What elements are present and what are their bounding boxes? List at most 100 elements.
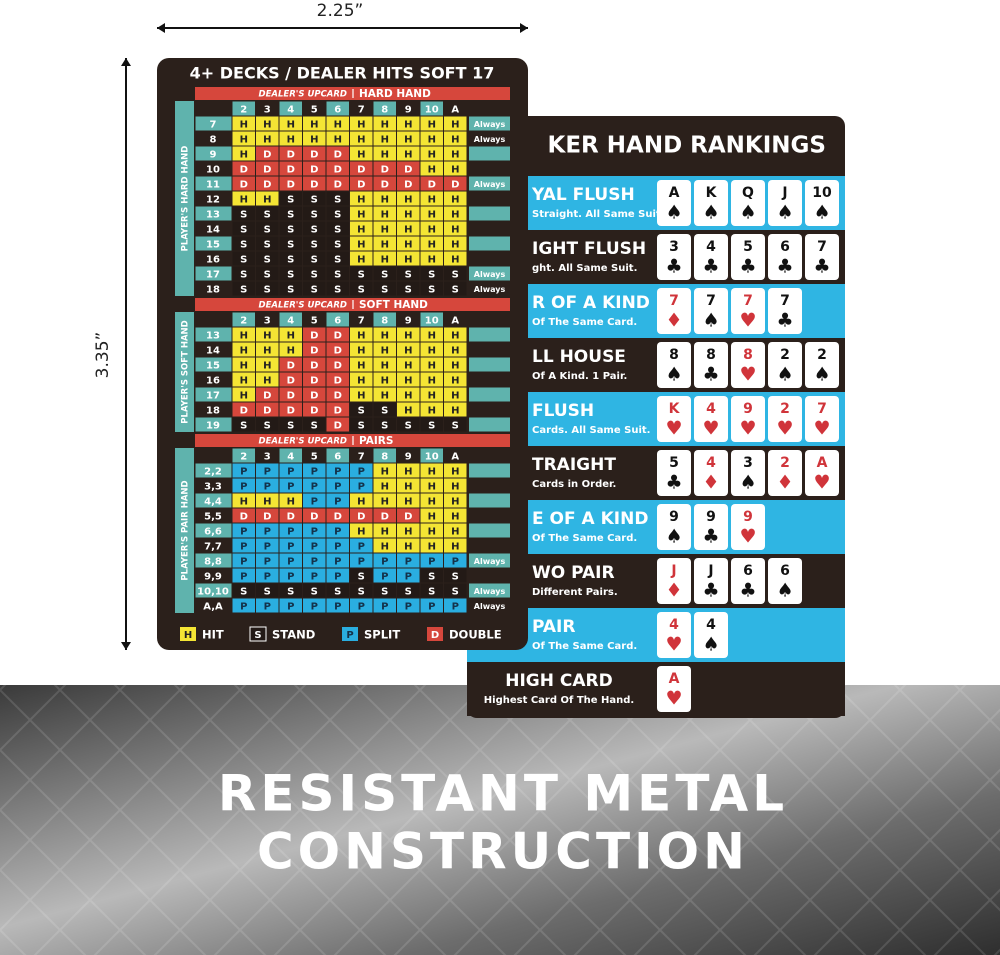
upcard: 7 <box>358 452 365 463</box>
row-label: 12 <box>206 195 220 206</box>
strategy-cell <box>279 357 302 372</box>
strategy-action: H <box>404 482 412 493</box>
upcard: A <box>451 452 459 463</box>
strategy-cell <box>256 463 279 478</box>
strategy-cell <box>397 176 420 191</box>
strategy-action: P <box>311 497 318 508</box>
strategy-cell <box>303 206 326 221</box>
strategy-cell <box>303 161 326 176</box>
row-label-cell <box>195 372 232 387</box>
row-label: 7,7 <box>204 542 222 553</box>
strategy-action: D <box>334 331 342 342</box>
strategy-cell <box>420 553 443 568</box>
strategy-action: S <box>358 572 365 583</box>
legend-label: DOUBLE <box>449 628 502 642</box>
row-note: Always <box>474 602 506 611</box>
strategy-action: H <box>451 120 459 131</box>
strategy-cell <box>326 206 349 221</box>
upcard-cell <box>279 312 302 327</box>
upcard-cell <box>303 312 326 327</box>
strategy-action: P <box>311 602 318 613</box>
strategy-cell <box>279 583 302 598</box>
strategy-cell <box>279 538 302 553</box>
strategy-action: D <box>263 150 271 161</box>
strategy-action: H <box>240 135 248 146</box>
strategy-action: S <box>311 270 318 281</box>
strategy-cell <box>279 342 302 357</box>
strategy-cell <box>232 146 255 161</box>
strategy-action: P <box>405 557 412 568</box>
hand-name: FLUSH <box>532 401 594 421</box>
strategy-cell <box>350 478 373 493</box>
strategy-cell <box>256 342 279 357</box>
upcard-cell <box>303 448 326 463</box>
row-note: Always <box>474 557 506 566</box>
upcard-cell <box>420 101 443 116</box>
strategy-action: H <box>381 225 389 236</box>
strategy-action: S <box>381 421 388 432</box>
strategy-action: P <box>334 602 341 613</box>
strategy-cell <box>444 387 467 402</box>
upcard: 6 <box>334 105 341 116</box>
strategy-action: P <box>452 602 459 613</box>
note-cell <box>469 327 510 342</box>
strategy-cell <box>420 161 443 176</box>
upcard: 8 <box>381 452 388 463</box>
strategy-action: D <box>240 165 248 176</box>
strategy-cell <box>397 508 420 523</box>
upcard-cell <box>256 101 279 116</box>
strategy-cell <box>279 493 302 508</box>
upcard: 10 <box>425 105 439 116</box>
strategy-cell <box>303 176 326 191</box>
upcard: 8 <box>381 105 388 116</box>
strategy-action: H <box>357 361 365 372</box>
card-rank: 2 <box>780 347 790 363</box>
strategy-action: D <box>263 180 271 191</box>
card-suit: ♠ <box>702 634 719 656</box>
strategy-action: P <box>405 602 412 613</box>
strategy-action: H <box>240 391 248 402</box>
playing-card <box>731 180 765 226</box>
upcard: 6 <box>334 452 341 463</box>
strategy-action: D <box>334 361 342 372</box>
strategy-action: S <box>264 285 271 296</box>
strategy-action: D <box>357 512 365 523</box>
strategy-action: S <box>334 255 341 266</box>
row-note: Always <box>474 270 506 279</box>
strategy-action: S <box>428 587 435 598</box>
hand-description: Of The Same Card. <box>532 533 637 544</box>
strategy-cell <box>373 146 396 161</box>
strategy-cell <box>232 191 255 206</box>
strategy-action: S <box>311 210 318 221</box>
strategy-action: H <box>428 482 436 493</box>
strategy-cell <box>256 161 279 176</box>
strategy-cell <box>350 372 373 387</box>
strategy-cell <box>420 146 443 161</box>
row-label: 9 <box>210 150 217 161</box>
upcard: 4 <box>287 452 294 463</box>
strategy-cell <box>326 236 349 251</box>
strategy-action: H <box>240 150 248 161</box>
note-cell <box>469 372 510 387</box>
hand-description: Highest Card Of The Hand. <box>484 695 634 706</box>
strategy-cell <box>444 191 467 206</box>
upcard: 2 <box>240 105 247 116</box>
strategy-cell <box>232 568 255 583</box>
strategy-cell <box>232 266 255 281</box>
strategy-cell <box>373 417 396 432</box>
row-label: 11 <box>206 180 220 191</box>
row-label: 8,8 <box>204 557 222 568</box>
playing-card <box>657 288 691 334</box>
card-rank: A <box>669 185 680 201</box>
strategy-action: H <box>404 331 412 342</box>
strategy-cell <box>350 342 373 357</box>
strategy-action: S <box>358 421 365 432</box>
strategy-action: S <box>240 240 247 251</box>
strategy-action: P <box>240 602 247 613</box>
strategy-cell <box>303 463 326 478</box>
strategy-cell <box>397 236 420 251</box>
strategy-action: H <box>404 195 412 206</box>
strategy-cell <box>373 251 396 266</box>
strategy-action: S <box>405 285 412 296</box>
strategy-action: H <box>451 482 459 493</box>
